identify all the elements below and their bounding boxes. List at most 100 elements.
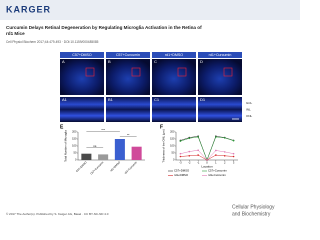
point [188, 137, 191, 140]
page: {"header": {"logo": "KARGER"}, "title": … [0, 0, 300, 218]
point [223, 137, 226, 139]
panel-label: E [60, 124, 64, 130]
roi-box [85, 67, 95, 77]
header-band [0, 0, 300, 20]
significance-label: *** [101, 128, 105, 132]
bar [81, 153, 92, 160]
retina-image [198, 59, 242, 95]
point [197, 149, 199, 151]
legend-label: C57+DMSO [174, 169, 190, 173]
significance-label: ns [93, 144, 97, 148]
column-label-band [152, 52, 196, 58]
column-label-band [60, 52, 104, 58]
x-tick-label: 1 [215, 160, 217, 164]
panel-label: A [62, 59, 65, 64]
panel-label: D1 [200, 97, 206, 102]
y-tick-label: 100 [170, 144, 175, 148]
x-tick-label: rd1+DMSO [109, 160, 121, 172]
bar [131, 146, 142, 160]
y-tick-label: 0 [75, 158, 77, 162]
y-tick-label: 150 [72, 137, 77, 141]
column-label: C57+DMSO [72, 53, 92, 57]
series-line [180, 149, 234, 161]
point [197, 136, 199, 138]
point [223, 151, 226, 153]
title-line: Curcumin Delays Retinal Degeneration by … [6, 25, 202, 30]
legend-label: rd1+DMSO [174, 173, 189, 177]
y-tick-label: 50 [74, 151, 77, 155]
y-tick-label: 0 [173, 158, 175, 162]
layer-label: ONL [246, 114, 253, 118]
section-image [106, 97, 150, 122]
point [206, 159, 208, 161]
layer-label: GCL [246, 101, 253, 105]
y-tick-label: 150 [170, 137, 175, 141]
point [223, 155, 226, 157]
layer-label: INL [246, 107, 251, 111]
x-tick-label: -3 [179, 160, 182, 164]
x-tick-label: -2 [188, 160, 191, 164]
x-tick-label: C57+Curcumin [89, 160, 105, 176]
panel-label: C1 [154, 97, 160, 102]
roi-box [177, 67, 187, 77]
x-axis-title: Location [201, 164, 213, 168]
section-image [152, 97, 196, 122]
column-label-band [106, 52, 150, 58]
column-label-band [198, 52, 242, 58]
y-tick-label: 50 [172, 151, 175, 155]
y-tick-label: 200 [72, 130, 77, 134]
point [232, 139, 235, 142]
x-tick-label: 0 [206, 160, 208, 164]
point [215, 154, 217, 156]
panel-label: C [154, 59, 157, 64]
series-line [180, 136, 234, 161]
point [215, 149, 217, 152]
title-line: rd1 Mice [6, 31, 25, 36]
point [188, 155, 191, 157]
slide: KARGER Curcumin Delays Retinal Degenerat… [0, 0, 300, 217]
panel-label: B [108, 59, 111, 64]
column-label: C57+Curcumin [116, 53, 140, 57]
retina-image [106, 59, 150, 95]
logo: KARGER [6, 4, 51, 14]
point [197, 154, 199, 156]
y-tick-label: 100 [72, 144, 77, 148]
y-axis-title: Total Number of Microglia [64, 130, 68, 162]
citation: Cell Physiol Biochem 2017;44:479-493 · D… [6, 40, 99, 44]
journal-name: and Biochemistry [232, 211, 271, 217]
copyright: © 2017 The Author(s). Published by S. Ka… [6, 212, 109, 216]
y-axis-title: Thickness of the ONL (μm) [162, 129, 166, 162]
legend-label: C57+Curcumin [208, 169, 227, 173]
point [232, 152, 235, 155]
column-label: rd1+Curcumin [209, 53, 232, 57]
panel-label: A1 [62, 97, 68, 102]
retina-image [60, 59, 104, 95]
journal-name: Cellular Physiology [232, 204, 275, 210]
bar [114, 139, 125, 160]
point [215, 136, 217, 138]
point [179, 140, 182, 142]
panel-label: F [160, 124, 163, 130]
point [188, 150, 191, 153]
bar [98, 154, 109, 160]
significance-label: ** [127, 133, 130, 137]
section-image [198, 97, 242, 122]
panel-label: D [200, 59, 203, 64]
roi-box [223, 67, 233, 77]
panel-label: B1 [108, 97, 114, 102]
column-label: rd1+DMSO [165, 53, 183, 57]
x-tick-label: C57+DMSO [75, 160, 88, 173]
point [232, 155, 235, 158]
point [179, 155, 182, 158]
y-tick-label: 200 [170, 130, 175, 134]
section-image [60, 97, 104, 122]
x-tick-label: 3 [233, 160, 235, 164]
point [179, 152, 182, 155]
retina-image [152, 59, 196, 95]
roi-box [131, 67, 141, 77]
x-tick-label: rd1+Curcumin [123, 160, 138, 175]
x-tick-label: 2 [224, 160, 226, 164]
legend-label: rd1+Curcumin [208, 173, 226, 177]
x-tick-label: -1 [197, 160, 200, 164]
series-line [180, 135, 234, 161]
